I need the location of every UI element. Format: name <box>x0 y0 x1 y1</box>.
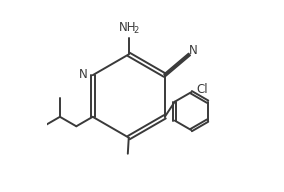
Text: N: N <box>189 45 198 57</box>
Text: N: N <box>79 68 88 81</box>
Text: NH: NH <box>119 21 137 34</box>
Text: Cl: Cl <box>196 84 208 96</box>
Text: 2: 2 <box>133 26 139 35</box>
